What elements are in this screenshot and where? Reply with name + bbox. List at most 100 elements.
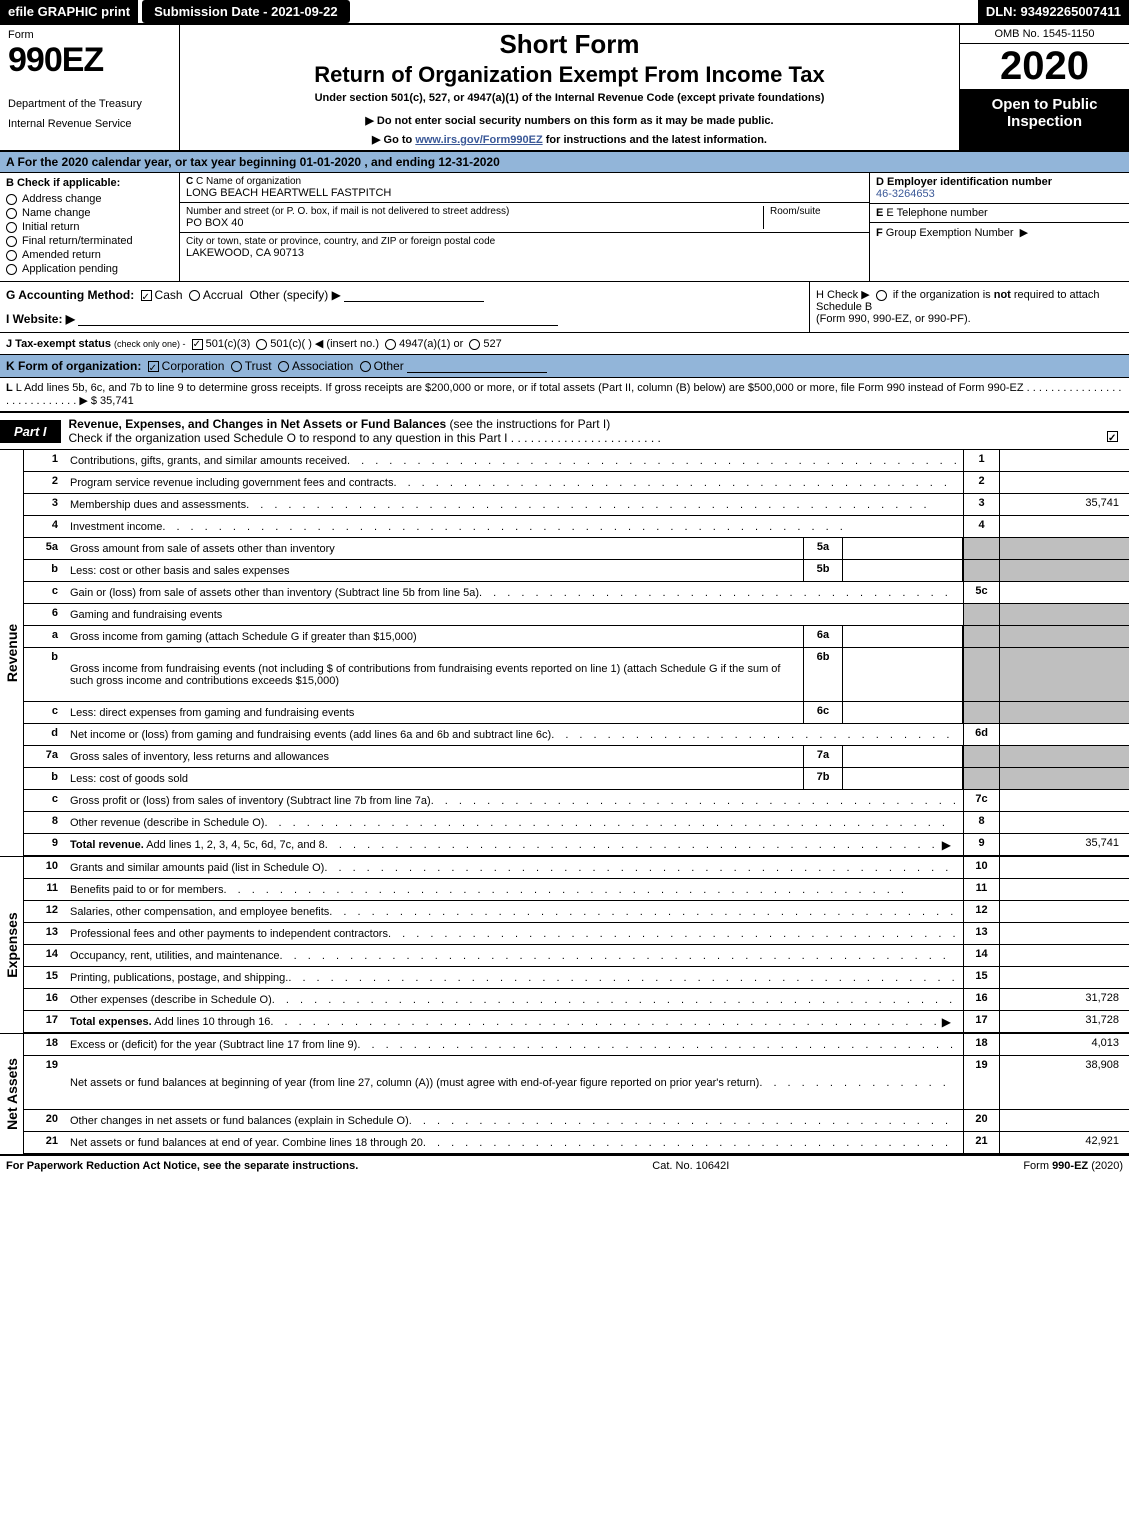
checkbox-501c3[interactable] [192,339,203,350]
top-bar: efile GRAPHIC print Submission Date - 20… [0,0,1129,25]
right-line-number: 13 [963,923,999,944]
line-number: 20 [24,1110,64,1131]
sub-line-value [843,702,963,723]
right-line-number: 12 [963,901,999,922]
name-label-text: C Name of organization [196,176,301,187]
line-amount [999,923,1129,944]
table-row: 14Occupancy, rent, utilities, and mainte… [24,945,1129,967]
group-exemption-label: F Group Exemption Number ▶ [876,226,1123,239]
j-opt1: 501(c)(3) [206,338,251,350]
checkbox-address-change[interactable] [6,194,17,205]
h-not: not [994,289,1011,301]
right-line-number [963,746,999,767]
table-row: bGross income from fundraising events (n… [24,648,1129,702]
submission-date: Submission Date - 2021-09-22 [142,0,350,23]
checkbox-accrual[interactable] [189,290,200,301]
cb-label-4: Amended return [22,249,101,261]
line-description: Other revenue (describe in Schedule O) .… [64,812,963,833]
header-right: OMB No. 1545-1150 2020 Open to Public In… [959,25,1129,150]
part1-title-text: Revenue, Expenses, and Changes in Net As… [69,417,447,431]
street-label: Number and street (or P. O. box, if mail… [186,206,763,217]
right-line-number: 6d [963,724,999,745]
dept-irs: Internal Revenue Service [8,118,171,130]
table-row: 9Total revenue. Add lines 1, 2, 3, 4, 5c… [24,834,1129,856]
arrow-icon: ▶ [942,1015,951,1029]
line-description: Other expenses (describe in Schedule O) … [64,989,963,1010]
line-number: 4 [24,516,64,537]
checkbox-corporation[interactable] [148,361,159,372]
table-row: 1Contributions, gifts, grants, and simil… [24,450,1129,472]
line-number: 2 [24,472,64,493]
line-description: Salaries, other compensation, and employ… [64,901,963,922]
right-line-number [963,768,999,789]
line-number: 14 [24,945,64,966]
table-row: dNet income or (loss) from gaming and fu… [24,724,1129,746]
form-number: 990EZ [8,41,171,80]
phone-label-text: E Telephone number [886,207,987,219]
checkbox-501c[interactable] [256,339,267,350]
line-description: Gross income from gaming (attach Schedul… [64,626,803,647]
checkbox-initial-return[interactable] [6,222,17,233]
checkbox-4947[interactable] [385,339,396,350]
sub-line-number: 5a [803,538,843,559]
checkbox-schedule-b[interactable] [876,290,887,301]
table-row: 15Printing, publications, postage, and s… [24,967,1129,989]
table-row: bLess: cost of goods sold7b [24,768,1129,790]
line-description: Gain or (loss) from sale of assets other… [64,582,963,603]
other-specify-input[interactable] [344,289,484,302]
irs-link[interactable]: www.irs.gov/Form990EZ [415,134,542,146]
checkbox-amended-return[interactable] [6,250,17,261]
dot-leader: . . . . . . . . . . . . . . . . . . . . … [223,884,957,896]
right-line-number [963,560,999,581]
part1-check-line: Check if the organization used Schedule … [69,431,508,445]
line-amount [999,746,1129,767]
other-org-input[interactable] [407,360,547,373]
checkbox-association[interactable] [278,361,289,372]
city-label: City or town, state or province, country… [186,236,863,247]
checkbox-trust[interactable] [231,361,242,372]
line-description: Gross profit or (loss) from sales of inv… [64,790,963,811]
line-amount [999,626,1129,647]
checkbox-application-pending[interactable] [6,264,17,275]
line-number: 21 [24,1132,64,1153]
k-opt-2: Association [292,359,353,373]
other-label: Other (specify) ▶ [250,288,341,302]
table-row: 4Investment income . . . . . . . . . . .… [24,516,1129,538]
h-text1: H Check ▶ [816,289,870,301]
right-line-number: 10 [963,857,999,878]
right-line-number [963,538,999,559]
line-amount [999,582,1129,603]
right-line-number: 3 [963,494,999,515]
calendar-year-row: A For the 2020 calendar year, or tax yea… [0,152,1129,173]
checkbox-cash[interactable] [141,290,152,301]
efile-label[interactable]: efile GRAPHIC print [0,0,138,23]
checkbox-527[interactable] [469,339,480,350]
revenue-section: Revenue 1Contributions, gifts, grants, a… [0,450,1129,856]
right-line-number: 18 [963,1034,999,1055]
dot-leader: . . . . . . . . . . . . . . . . . . . . … [329,906,957,918]
line-number: 15 [24,967,64,988]
line-amount [999,472,1129,493]
checkbox-name-change[interactable] [6,208,17,219]
dot-leader: . . . . . . . . . . . . . . . . . . . . … [551,729,957,741]
website-input[interactable] [78,313,558,326]
line-number: 7a [24,746,64,767]
ssn-notice: ▶ Do not enter social security numbers o… [188,114,951,127]
street-value: PO BOX 40 [186,217,763,229]
checkbox-other-org[interactable] [360,361,371,372]
line-description: Net assets or fund balances at end of ye… [64,1132,963,1153]
line-number: b [24,560,64,581]
form-header: Form 990EZ Department of the Treasury In… [0,25,1129,152]
g-label: G Accounting Method: [6,288,134,302]
right-line-number: 21 [963,1132,999,1153]
checkbox-final-return[interactable] [6,236,17,247]
dot-leader: . . . . . . . . . . . . . . . . . . . . … [162,521,957,533]
checkbox-schedule-o[interactable] [1107,431,1118,442]
line-k: K Form of organization: Corporation Trus… [0,355,1129,378]
line-description: Investment income . . . . . . . . . . . … [64,516,963,537]
dot-leader: . . . . . . . . . . . . . . . . . . . . … [388,928,957,940]
line-description: Net income or (loss) from gaming and fun… [64,724,963,745]
line-number: d [24,724,64,745]
dot-leader: . . . . . . . . . . . . . . . . . . . . … [347,455,957,467]
line-number: 18 [24,1034,64,1055]
